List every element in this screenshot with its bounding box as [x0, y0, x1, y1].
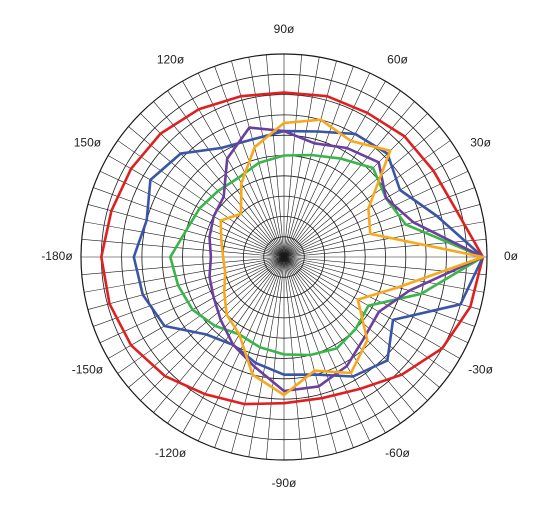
- grid-spoke: [283, 204, 481, 258]
- grid-spoke: [283, 170, 469, 258]
- grid-spoke: [108, 155, 285, 258]
- grid-spoke: [93, 256, 285, 327]
- angle-tick-label: -60ø: [385, 446, 410, 460]
- grid-spoke: [283, 66, 354, 258]
- grid-spoke: [214, 256, 285, 448]
- angle-tick-label: 90ø: [274, 22, 295, 36]
- grid-spoke: [128, 126, 285, 258]
- grid-spoke: [108, 256, 285, 359]
- angle-tick-label: -30ø: [468, 363, 493, 377]
- grid-spoke: [93, 187, 285, 258]
- angle-labels: 0ø 30ø 60ø 90ø 120ø 150ø -180ø -150ø -120ø -90ø -6…: [41, 22, 518, 490]
- grid-spoke: [81, 239, 285, 258]
- grid-spoke: [182, 81, 285, 258]
- angle-tick-label: 60ø: [387, 53, 408, 67]
- grid-spoke: [283, 60, 337, 258]
- series-line-3: [169, 153, 485, 357]
- series-line-5: [219, 118, 485, 397]
- grid-spoke: [283, 187, 475, 258]
- grid-spoke: [84, 221, 285, 258]
- grid-spoke: [283, 256, 481, 310]
- grid-spoke: [283, 256, 460, 359]
- angle-tick-label: 0ø: [504, 249, 519, 263]
- grid-spoke: [283, 57, 320, 258]
- grid-spoke: [153, 256, 285, 413]
- angle-tick-label: -180ø: [41, 249, 73, 263]
- grid-spoke: [153, 101, 285, 258]
- grid-spoke: [99, 256, 285, 344]
- angle-tick-label: -150ø: [72, 363, 104, 377]
- grid-spoke: [167, 256, 285, 424]
- grid-spoke: [266, 256, 285, 460]
- grid-spoke: [283, 256, 371, 442]
- grid-spoke: [87, 256, 285, 310]
- grid-spoke: [283, 256, 451, 374]
- grid-spoke: [283, 256, 386, 433]
- grid-spoke: [197, 256, 285, 442]
- angle-tick-label: -90ø: [272, 476, 297, 490]
- grid-spoke: [283, 72, 371, 258]
- grid-spoke: [231, 60, 285, 258]
- grid-spoke: [117, 140, 285, 258]
- grid-spoke: [283, 256, 484, 293]
- angle-tick-label: 150ø: [74, 136, 102, 150]
- grid-spoke: [248, 57, 285, 258]
- grid-spoke: [283, 256, 401, 424]
- series-line-1: [100, 91, 485, 406]
- grid-spoke: [266, 54, 285, 258]
- grid-spoke: [231, 256, 285, 454]
- angle-tick-label: -120ø: [155, 446, 187, 460]
- grid-spoke: [283, 140, 451, 258]
- grid-spoke: [283, 113, 428, 258]
- series-layer: [100, 91, 485, 406]
- series-line-2: [132, 129, 485, 378]
- grid-spoke: [283, 90, 401, 258]
- grid-spoke: [99, 170, 285, 258]
- angle-tick-label: 120ø: [157, 53, 185, 67]
- grid-spoke: [283, 256, 320, 457]
- grid-spoke: [283, 256, 302, 460]
- grid-spoke: [283, 256, 469, 344]
- grid-spoke: [84, 256, 285, 293]
- grid-spoke: [81, 256, 285, 275]
- polar-grid: [80, 53, 488, 461]
- angle-tick-label: 30ø: [470, 136, 491, 150]
- grid-spoke: [283, 155, 460, 258]
- grid-spoke: [140, 113, 285, 258]
- grid-spoke: [283, 81, 386, 258]
- series-line-4: [208, 126, 485, 393]
- grid-spoke: [248, 256, 285, 457]
